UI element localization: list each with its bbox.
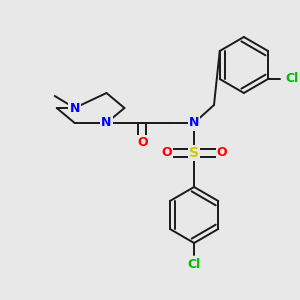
Text: N: N	[101, 116, 112, 130]
Text: N: N	[70, 101, 80, 115]
Text: Cl: Cl	[285, 73, 298, 85]
Text: N: N	[189, 116, 199, 130]
Text: O: O	[161, 146, 172, 160]
Text: O: O	[137, 136, 148, 149]
Text: O: O	[217, 146, 227, 160]
Text: S: S	[189, 146, 199, 160]
Text: Cl: Cl	[188, 259, 201, 272]
